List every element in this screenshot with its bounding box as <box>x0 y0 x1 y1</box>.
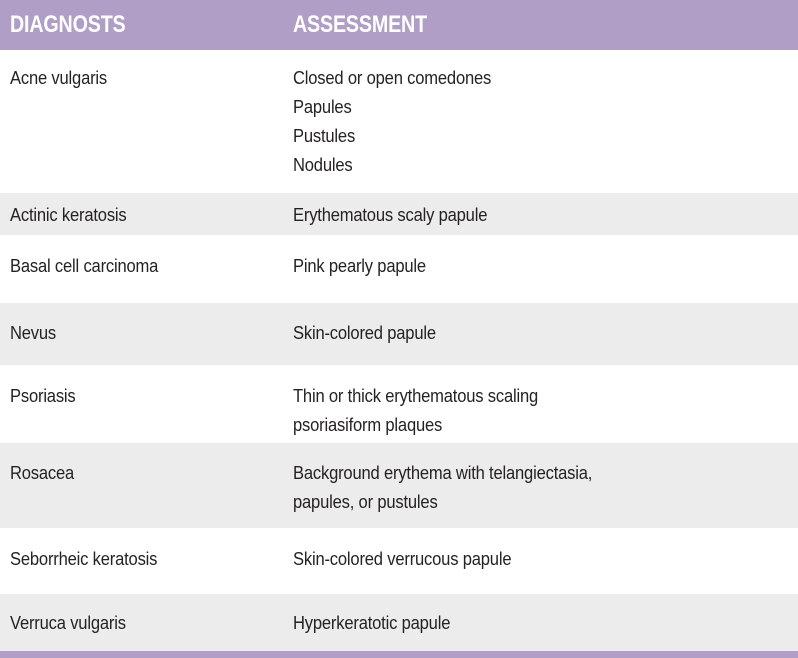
diagnosis-label: Nevus <box>10 323 57 343</box>
assessment-text: Nodules <box>293 155 353 175</box>
assessment-cell: Erythematous scaly papule <box>293 201 798 235</box>
assessment-line: Papules <box>293 93 798 122</box>
diagnosis-cell: Verruca vulgaris <box>0 609 293 651</box>
assessment-line: Nodules <box>293 151 798 180</box>
assessment-cell: Background erythema with telangiectasia,… <box>293 459 798 528</box>
assessment-line: Skin-colored verrucous papule <box>293 545 798 574</box>
diagnosis-cell: Nevus <box>0 319 293 365</box>
assessment-cell: Pink pearly papule <box>293 252 798 303</box>
diagnosis-cell: Basal cell carcinoma <box>0 252 293 303</box>
assessment-line: Background erythema with telangiectasia, <box>293 459 798 488</box>
assessment-line: Erythematous scaly papule <box>293 201 798 230</box>
diagnosis-label: Rosacea <box>10 463 75 483</box>
column-header-assessment: ASSESSMENT <box>293 11 798 39</box>
diagnosis-label: Acne vulgaris <box>10 68 108 88</box>
assessment-text: papules, or pustules <box>293 492 438 512</box>
diagnosis-label: Psoriasis <box>10 386 76 406</box>
assessment-text: Thin or thick erythematous scaling <box>293 386 539 406</box>
column-header-diagnosis-label: DIAGNOSTS <box>10 11 126 38</box>
assessment-cell: Hyperkeratotic papule <box>293 609 798 651</box>
footer-accent-bar <box>0 651 798 658</box>
assessment-text: Closed or open comedones <box>293 68 492 88</box>
table-row: Seborrheic keratosis Skin-colored verruco… <box>0 528 798 594</box>
assessment-text: Skin-colored papule <box>293 323 436 343</box>
assessment-text: Pink pearly papule <box>293 256 426 276</box>
table-row: Actinic keratosis Erythematous scaly papu… <box>0 193 798 235</box>
table-body: Acne vulgaris Closed or open comedones Pap… <box>0 50 798 651</box>
diagnosis-label: Verruca vulgaris <box>10 613 126 633</box>
diagnosis-cell: Rosacea <box>0 459 293 528</box>
table-row: Psoriasis Thin or thick erythematous scal… <box>0 365 798 443</box>
assessment-cell: Thin or thick erythematous scaling psoria… <box>293 382 798 443</box>
diagnosis-cell: Psoriasis <box>0 382 293 443</box>
diagnosis-label: Seborrheic keratosis <box>10 549 158 569</box>
assessment-line: psoriasiform plaques <box>293 411 798 440</box>
assessment-line: Closed or open comedones <box>293 64 798 93</box>
diagnosis-cell: Actinic keratosis <box>0 201 293 235</box>
diagnosis-cell: Seborrheic keratosis <box>0 545 293 594</box>
table-row: Basal cell carcinoma Pink pearly papule <box>0 235 798 303</box>
table-row: Rosacea Background erythema with telangie… <box>0 443 798 528</box>
assessment-text: psoriasiform plaques <box>293 415 443 435</box>
table-row: Acne vulgaris Closed or open comedones Pap… <box>0 50 798 193</box>
column-header-assessment-label: ASSESSMENT <box>293 11 427 38</box>
assessment-text: Background erythema with telangiectasia, <box>293 463 593 483</box>
assessment-line: Pink pearly papule <box>293 252 798 281</box>
assessment-cell: Skin-colored papule <box>293 319 798 365</box>
diagnosis-cell: Acne vulgaris <box>0 64 293 193</box>
assessment-text: Skin-colored verrucous papule <box>293 549 512 569</box>
diagnosis-label: Actinic keratosis <box>10 205 127 225</box>
assessment-line: papules, or pustules <box>293 488 798 517</box>
assessment-text: Pustules <box>293 126 356 146</box>
assessment-line: Skin-colored papule <box>293 319 798 348</box>
assessment-cell: Skin-colored verrucous papule <box>293 545 798 594</box>
table-row: Nevus Skin-colored papule <box>0 303 798 365</box>
assessment-text: Hyperkeratotic papule <box>293 613 451 633</box>
table-header-row: DIAGNOSTS ASSESSMENT <box>0 0 798 50</box>
assessment-cell: Closed or open comedones Papules Pustules N… <box>293 64 798 193</box>
assessment-line: Hyperkeratotic papule <box>293 609 798 638</box>
assessment-line: Thin or thick erythematous scaling <box>293 382 798 411</box>
assessment-text: Papules <box>293 97 352 117</box>
assessment-line: Pustules <box>293 122 798 151</box>
column-header-diagnosis: DIAGNOSTS <box>0 11 293 39</box>
table-row: Verruca vulgaris Hyperkeratotic papule <box>0 594 798 651</box>
assessment-text: Erythematous scaly papule <box>293 205 488 225</box>
diagnosis-label: Basal cell carcinoma <box>10 256 159 276</box>
